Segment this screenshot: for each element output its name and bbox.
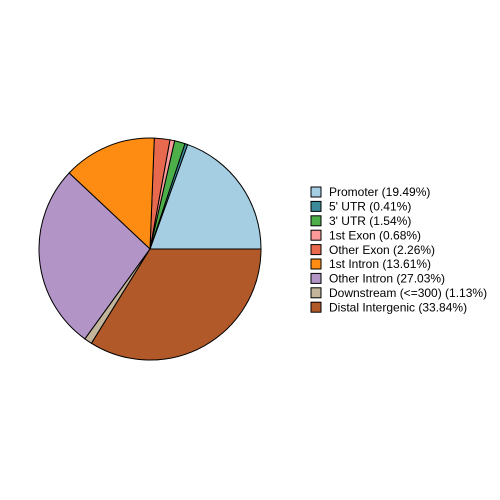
legend-label: 1st Intron (13.61%) — [329, 257, 431, 271]
pie-slice — [38, 172, 151, 340]
pie-slice — [149, 143, 262, 250]
legend-swatch — [310, 215, 322, 227]
legend-label: Other Intron (27.03%) — [329, 272, 445, 286]
legend-swatch — [310, 186, 322, 198]
legend-label: 5' UTR (0.41%) — [329, 200, 411, 214]
legend-swatch — [310, 229, 322, 241]
pie-slice — [68, 137, 155, 251]
legend-label: Promoter (19.49%) — [329, 185, 430, 199]
pie-slice — [90, 248, 262, 361]
legend-swatch — [310, 258, 322, 270]
legend-label: Other Exon (2.26%) — [329, 243, 435, 257]
legend-label: Downstream (<=300) (1.13%) — [329, 286, 487, 300]
legend-swatch — [310, 287, 322, 299]
legend-swatch — [310, 272, 322, 284]
legend-label: 1st Exon (0.68%) — [329, 228, 421, 242]
legend-swatch — [310, 301, 322, 313]
legend-label: Distal Intergenic (33.84%) — [329, 300, 467, 314]
legend-label: 3' UTR (1.54%) — [329, 214, 411, 228]
legend-swatch — [310, 200, 322, 212]
legend-swatch — [310, 244, 322, 256]
